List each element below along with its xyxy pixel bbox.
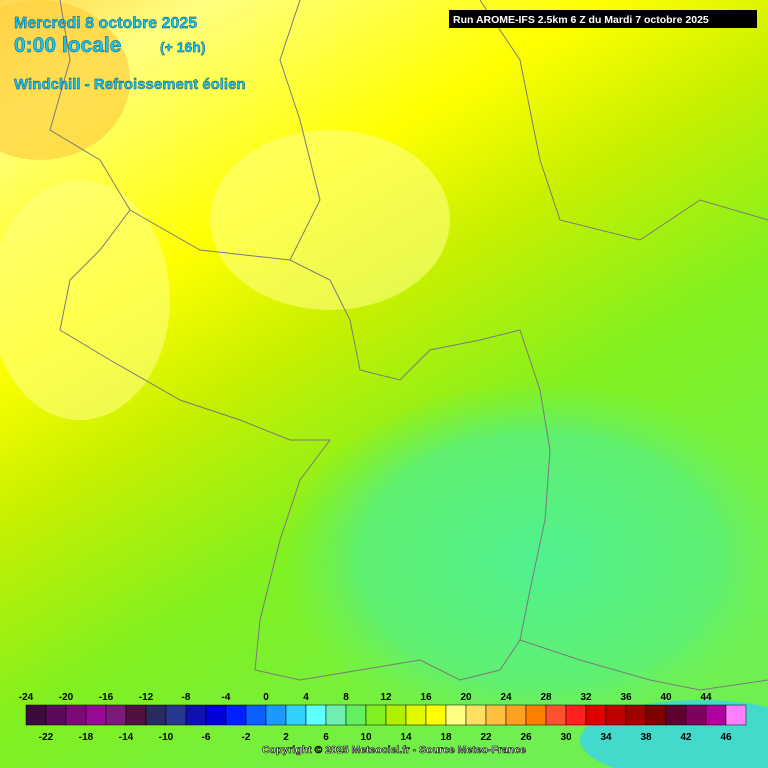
scale-box (465, 704, 487, 726)
scale-box (585, 704, 607, 726)
scale-label: 38 (640, 732, 652, 743)
scale-label: 34 (600, 732, 612, 743)
scale-box (25, 704, 47, 726)
scale-box (85, 704, 107, 726)
run-box (449, 10, 757, 28)
scale-box (185, 704, 207, 726)
copyright: Copyright © 2025 Meteociel.fr - Source M… (262, 744, 526, 756)
border (49, 0, 331, 671)
scale-label: 36 (620, 692, 632, 703)
date: Mercredi 8 octobre 2025 (14, 15, 197, 32)
scale-box (345, 704, 367, 726)
scale-box (545, 704, 567, 726)
scale-box (525, 704, 547, 726)
scale-label: 32 (580, 692, 592, 703)
scale-label: -12 (139, 692, 154, 703)
scale-label: 30 (560, 732, 572, 743)
run-info: Run AROME-IFS 2.5km 6 Z du Mardi 7 octob… (453, 14, 709, 26)
scale-box (565, 704, 587, 726)
scale-box (305, 704, 327, 726)
scale-box (325, 704, 347, 726)
scale-box (725, 704, 747, 726)
scale-label: 12 (380, 692, 392, 703)
scale-label: -8 (182, 692, 191, 703)
scale-label: 0 (263, 692, 269, 703)
cold-area (280, 380, 768, 740)
scale-box (45, 704, 67, 726)
border (254, 639, 768, 691)
scale-label: 16 (420, 692, 432, 703)
scale-label: -2 (242, 732, 251, 743)
scale-label: -18 (79, 732, 94, 743)
scale-box (205, 704, 227, 726)
scale-label: 24 (500, 692, 512, 703)
border (279, 0, 321, 261)
scale-box (705, 704, 727, 726)
scale-box (365, 704, 387, 726)
scale-label: -14 (119, 732, 134, 743)
scale-label: 46 (720, 732, 732, 743)
scale-box (685, 704, 707, 726)
scale-box (505, 704, 527, 726)
scale-label: 10 (360, 732, 372, 743)
scale-label: -6 (202, 732, 211, 743)
scale-label: 8 (343, 692, 349, 703)
warm-area (0, 180, 170, 420)
scale-box (145, 704, 167, 726)
scale-label: 26 (520, 732, 532, 743)
scale-label: 40 (660, 692, 672, 703)
scale-box (445, 704, 467, 726)
scale-label: 20 (460, 692, 472, 703)
scale-label: 28 (540, 692, 552, 703)
scale-label: 18 (440, 732, 452, 743)
scale-box (645, 704, 667, 726)
time: 0:00 locale (14, 34, 121, 57)
scale-label: 44 (700, 692, 712, 703)
scale-box (665, 704, 687, 726)
scale-label: 4 (303, 692, 309, 703)
scale-box (105, 704, 127, 726)
border (479, 0, 768, 241)
scale-box (625, 704, 647, 726)
scale-label: 42 (680, 732, 692, 743)
parameter: Windchill - Refroissement éolien (14, 76, 246, 93)
warm-area (0, 0, 130, 160)
scale-box (385, 704, 407, 726)
scale-label: -22 (39, 732, 54, 743)
lead-time: (+ 16h) (160, 39, 206, 55)
scale-label: 14 (400, 732, 412, 743)
scale-box (485, 704, 507, 726)
color-scale: -24-22-20-18-16-14-12-10-8-6-4-202468101… (19, 692, 747, 743)
scale-label: -10 (159, 732, 174, 743)
scale-box (425, 704, 447, 726)
border (129, 209, 551, 641)
scale-box (605, 704, 627, 726)
scale-label: 22 (480, 732, 492, 743)
scale-label: 2 (283, 732, 289, 743)
scale-label: 6 (323, 732, 329, 743)
scale-box (165, 704, 187, 726)
scale-box (265, 704, 287, 726)
scale-box (225, 704, 247, 726)
warm-area (210, 130, 450, 310)
scale-box (245, 704, 267, 726)
scale-label: -16 (99, 692, 114, 703)
scale-label: -20 (59, 692, 74, 703)
scale-box (65, 704, 87, 726)
scale-box (285, 704, 307, 726)
scale-box (405, 704, 427, 726)
scale-box (125, 704, 147, 726)
scale-label: -4 (222, 692, 231, 703)
scale-label: -24 (19, 692, 34, 703)
